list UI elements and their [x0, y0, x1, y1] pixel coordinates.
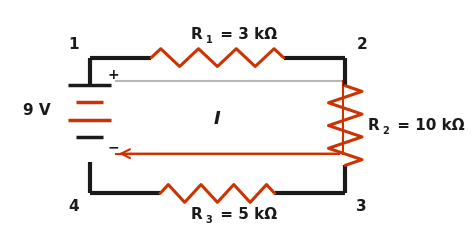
- Text: 9 V: 9 V: [23, 103, 50, 118]
- Text: R: R: [367, 118, 379, 133]
- Text: = 5 kΩ: = 5 kΩ: [215, 207, 277, 222]
- Text: R: R: [191, 27, 203, 42]
- Text: 3: 3: [206, 215, 212, 225]
- Text: 1: 1: [68, 37, 79, 52]
- Text: 2: 2: [356, 37, 367, 52]
- Text: 3: 3: [356, 199, 367, 214]
- Text: = 10 kΩ: = 10 kΩ: [392, 118, 464, 133]
- Text: 4: 4: [68, 199, 79, 214]
- Text: +: +: [107, 68, 119, 82]
- Text: R: R: [191, 207, 203, 222]
- Text: 1: 1: [206, 35, 212, 45]
- Text: = 3 kΩ: = 3 kΩ: [215, 27, 277, 42]
- Text: −: −: [107, 141, 119, 155]
- Text: 2: 2: [382, 126, 389, 136]
- Text: I: I: [214, 109, 221, 128]
